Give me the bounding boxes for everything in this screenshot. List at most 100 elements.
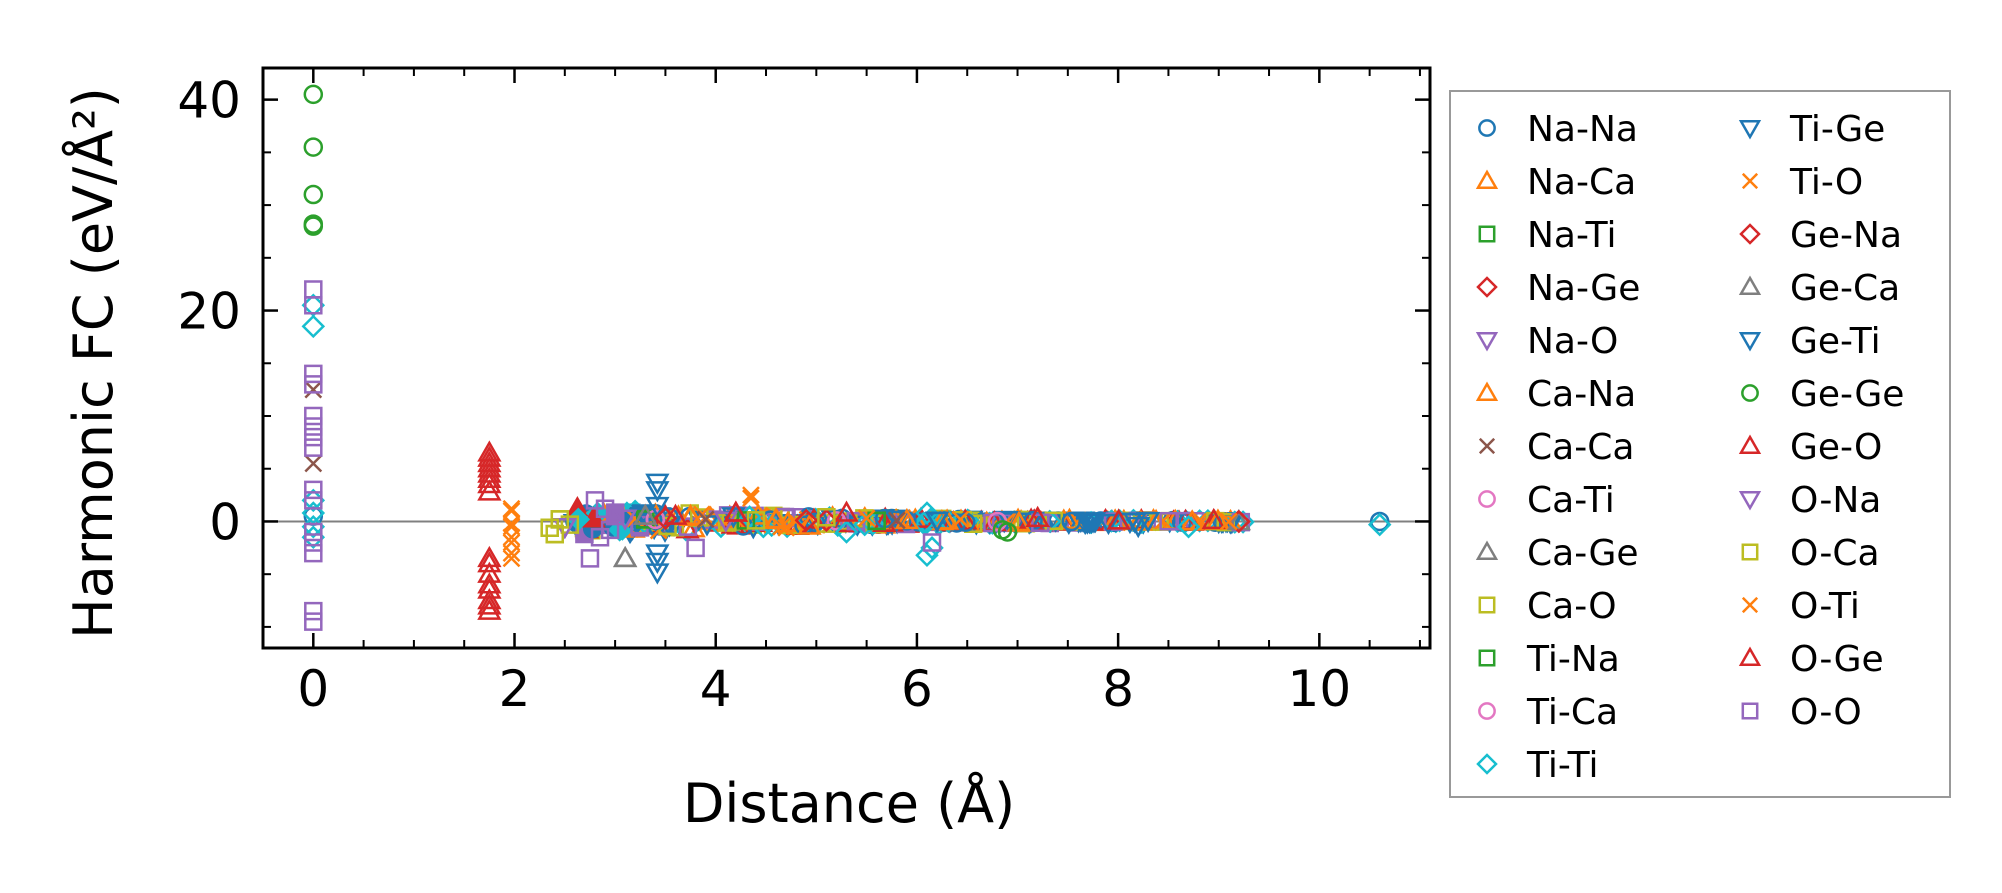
data-point <box>502 514 521 533</box>
data-point <box>746 511 766 530</box>
legend-marker <box>1741 596 1759 614</box>
data-point <box>645 552 670 575</box>
dense-point <box>630 515 649 535</box>
legend-label: Na-Ge <box>1527 268 1640 309</box>
legend-label: O-Na <box>1790 480 1881 521</box>
data-point <box>763 507 789 530</box>
legend-marker <box>1476 753 1498 775</box>
legend-label: Na-O <box>1527 321 1618 362</box>
data-point <box>613 545 638 568</box>
legend-marker <box>1741 702 1759 720</box>
dense-point <box>1180 509 1205 531</box>
legend-marker <box>1476 276 1498 298</box>
data-point <box>1219 512 1238 531</box>
legend-marker <box>1738 491 1762 511</box>
data-point <box>303 184 324 205</box>
data-point <box>304 438 323 457</box>
legend-label: O-Ge <box>1790 639 1884 680</box>
data-point <box>304 380 323 399</box>
dense-point <box>1096 513 1121 536</box>
data-point <box>502 549 521 568</box>
data-point <box>645 481 670 503</box>
data-point <box>304 406 323 426</box>
data-point <box>304 543 323 563</box>
data-point <box>772 517 790 536</box>
x-tick-label: 2 <box>499 660 531 718</box>
data-point <box>857 509 876 528</box>
data-point <box>502 499 521 518</box>
x-tick-label: 8 <box>1102 660 1134 718</box>
data-point <box>867 511 886 531</box>
x-tick-label: 6 <box>901 660 933 718</box>
data-point <box>477 472 502 494</box>
legend-label: O-Ca <box>1790 533 1880 574</box>
data-point <box>1126 516 1151 539</box>
dense-point <box>1159 512 1178 531</box>
data-point <box>920 536 944 560</box>
legend-marker <box>1738 646 1762 666</box>
data-point <box>477 588 502 610</box>
legend-label: Ge-Ge <box>1790 374 1904 415</box>
dense-point <box>983 513 1002 533</box>
data-point <box>613 509 638 531</box>
data-point <box>742 489 760 508</box>
data-point <box>477 551 502 573</box>
legend-label: Ti-Na <box>1526 639 1620 680</box>
legend-label: Ca-Ti <box>1527 480 1615 521</box>
legend-marker <box>1475 332 1499 352</box>
legend-label: Na-Ti <box>1527 215 1617 256</box>
legend-label: Na-Na <box>1527 109 1638 150</box>
data-point <box>663 503 688 525</box>
data-point <box>686 538 705 558</box>
legend-label: Ti-O <box>1789 162 1863 203</box>
data-point <box>887 511 906 530</box>
data-point <box>502 502 521 520</box>
legend-label: Ca-O <box>1527 586 1617 627</box>
data-point <box>477 445 502 467</box>
dense-point <box>797 513 822 535</box>
data-point <box>304 364 323 384</box>
data-point <box>894 507 920 530</box>
dense-point <box>1081 512 1107 534</box>
plot-frame <box>261 66 1432 650</box>
legend-label: Ca-Na <box>1527 374 1636 415</box>
data-point <box>477 466 502 489</box>
legend-label: Ge-Na <box>1790 215 1902 256</box>
y-axis-label: Harmonic FC (eV/Å²) <box>61 87 125 639</box>
legend-label: Ca-Ge <box>1527 533 1639 574</box>
x-tick-label: 10 <box>1288 660 1352 718</box>
data-point <box>723 500 748 522</box>
legend-marker <box>1478 119 1496 137</box>
legend-label: Ti-Ca <box>1526 692 1618 733</box>
data-point <box>834 500 859 522</box>
legend-marker <box>1478 649 1496 667</box>
legend-marker <box>1478 225 1496 243</box>
legend: Na-Na Na-Ca Na-Ti Na-Ge Na-O Ca-Na Ca-Ca Ca-Ti C… <box>1449 90 1951 798</box>
x-axis-label: Distance (Å) <box>683 771 1015 835</box>
data-point <box>304 417 323 436</box>
dense-point <box>872 510 897 533</box>
data-point <box>633 503 658 525</box>
legend-marker <box>1738 434 1762 454</box>
legend-label: Ca-Ca <box>1527 427 1634 468</box>
dense-point <box>1106 508 1131 530</box>
data-point <box>1176 514 1201 539</box>
legend-marker <box>1478 490 1496 508</box>
data-point <box>304 296 323 315</box>
data-point <box>915 501 939 525</box>
data-point <box>303 137 324 157</box>
legend-label: O-Ti <box>1790 586 1860 627</box>
data-point <box>550 510 570 529</box>
y-tick-label: 0 <box>209 493 241 551</box>
data-point <box>301 314 326 339</box>
legend-marker <box>1475 540 1499 560</box>
data-point <box>834 520 859 544</box>
legend-marker <box>1738 275 1762 295</box>
dense-point <box>1135 511 1161 534</box>
data-point <box>585 491 605 510</box>
data-point <box>1201 507 1226 530</box>
data-point <box>304 601 323 621</box>
legend-marker <box>1739 223 1761 245</box>
legend-marker <box>1475 381 1499 401</box>
legend-label: Ti-Ti <box>1526 745 1598 786</box>
